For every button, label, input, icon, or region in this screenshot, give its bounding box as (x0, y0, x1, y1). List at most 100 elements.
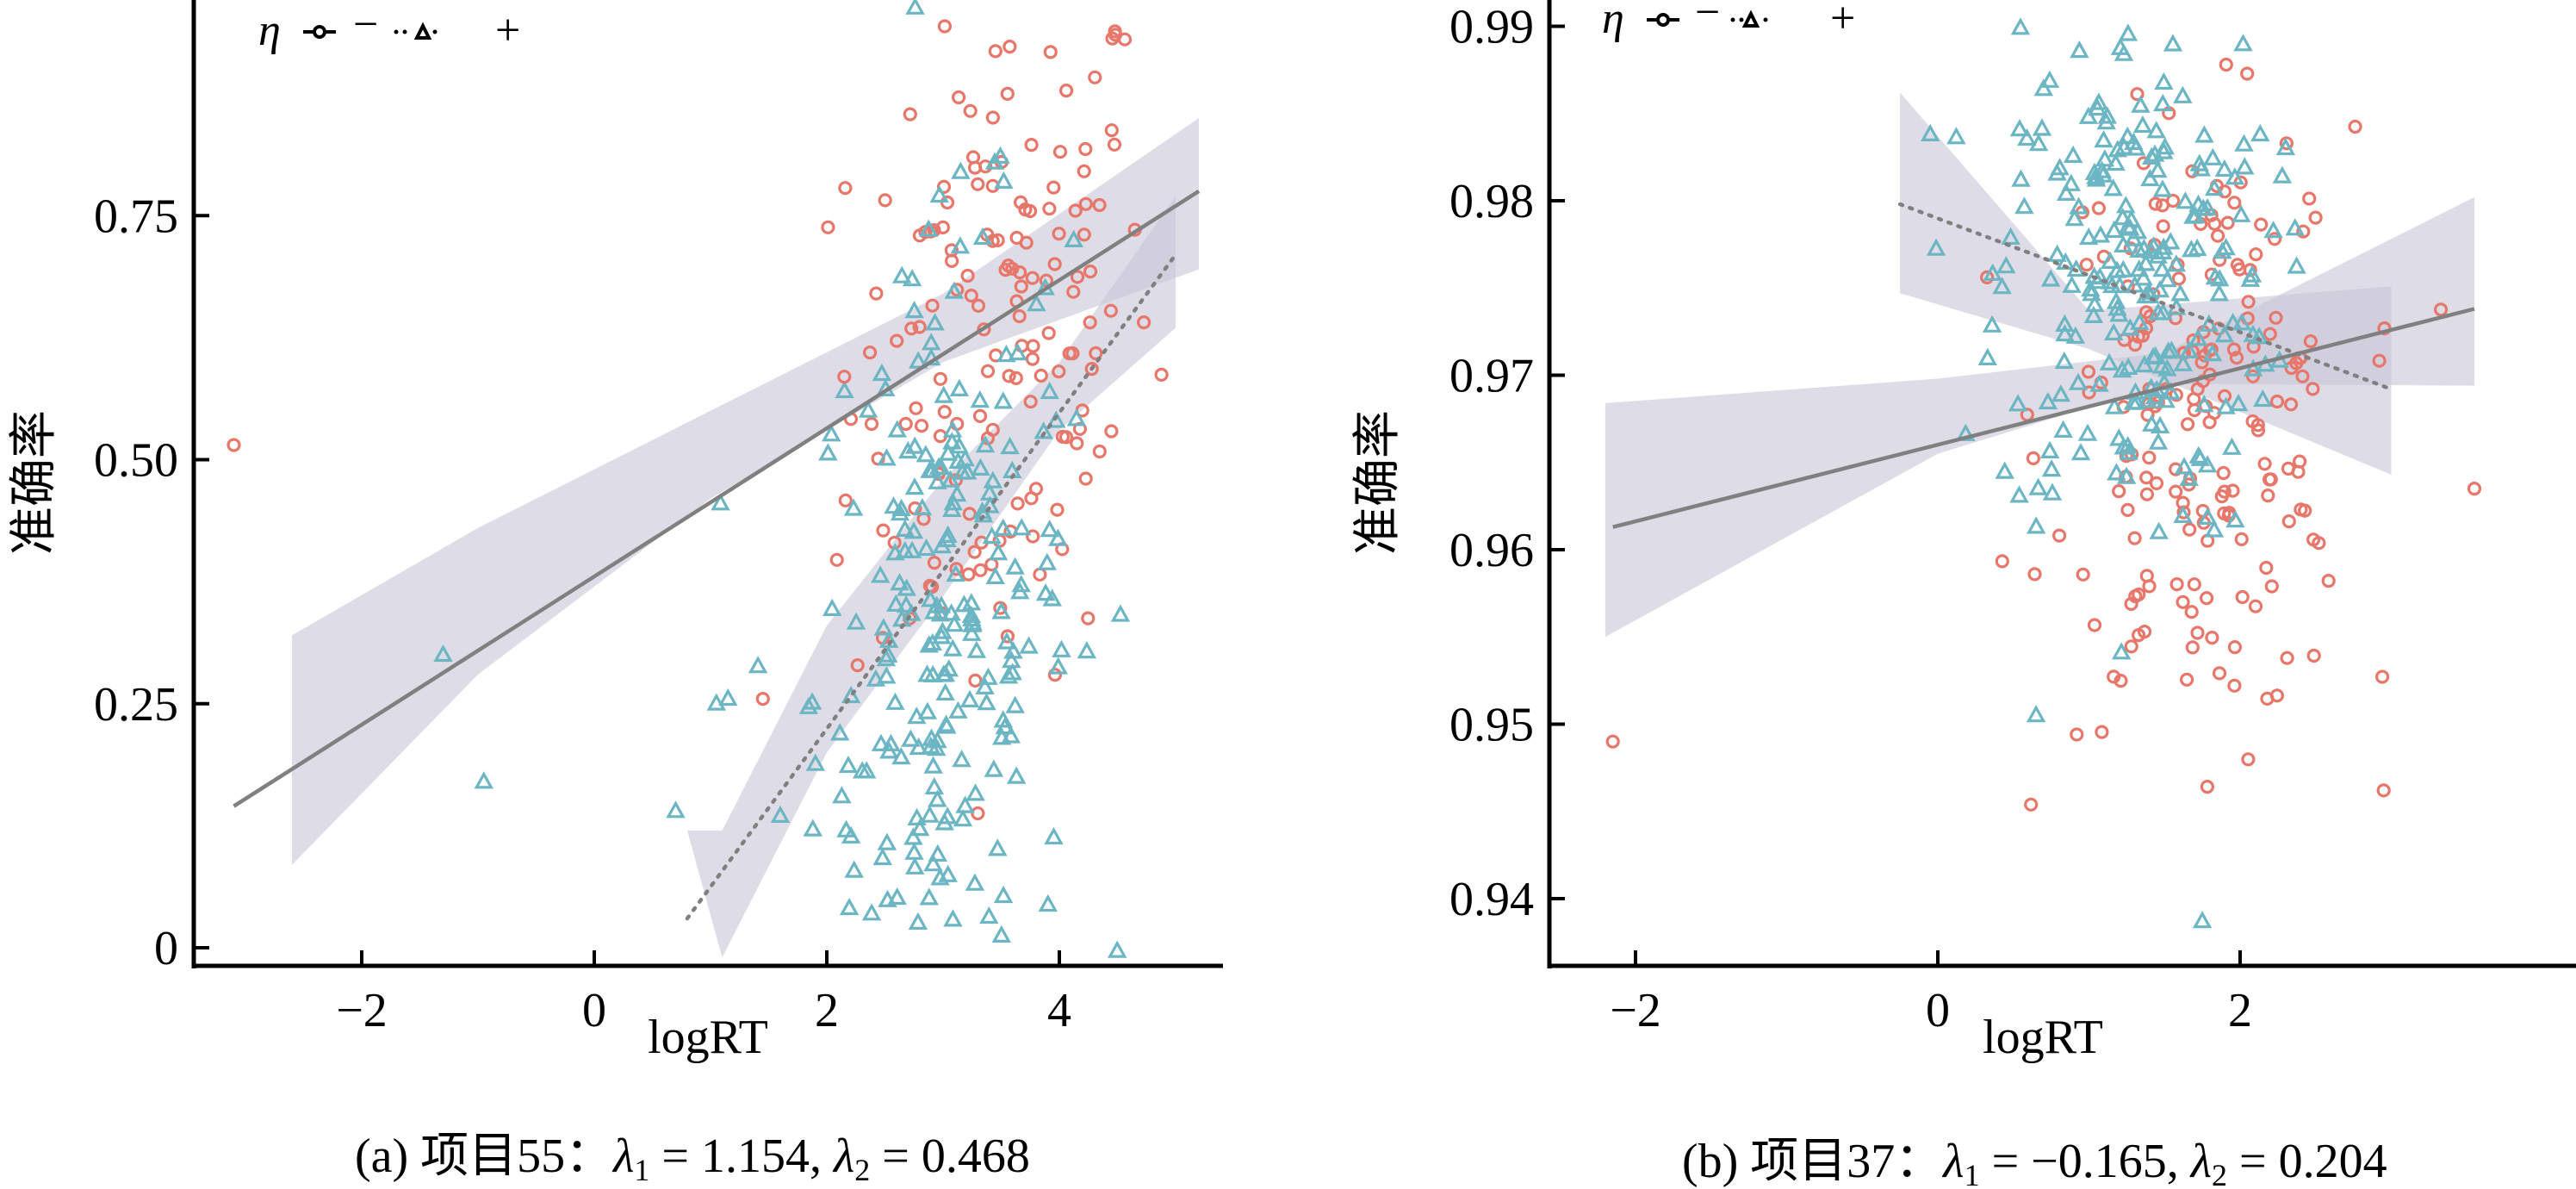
x-tick-label: 0 (582, 984, 606, 1037)
data-point-triangle (2148, 246, 2168, 264)
data-point-circle (2139, 470, 2154, 485)
data-point-triangle (2038, 391, 2058, 410)
data-point-circle (1000, 86, 1015, 102)
data-point-circle (2306, 532, 2321, 547)
data-point-triangle (846, 612, 866, 630)
data-point-triangle (993, 518, 1013, 536)
data-point-circle (1014, 279, 1028, 294)
data-point-triangle (2209, 283, 2230, 302)
data-point-circle (2248, 599, 2263, 613)
data-point-circle (1025, 352, 1040, 366)
data-point-triangle (2157, 358, 2177, 377)
data-point-triangle (982, 526, 1002, 545)
data-point-triangle (2103, 322, 2124, 341)
legend: η − + (258, 0, 520, 55)
data-point-circle (1052, 227, 1066, 241)
data-point-circle (2142, 579, 2157, 594)
data-point-triangle (944, 281, 965, 299)
data-point-triangle (1000, 436, 1020, 455)
data-point-triangle (718, 688, 738, 707)
data-point-triangle (954, 594, 974, 613)
data-point-triangle (1005, 695, 1025, 713)
data-point-circle (2148, 196, 2163, 211)
data-point-triangle (877, 832, 897, 850)
data-point-triangle (2104, 396, 2125, 414)
data-point-triangle (433, 644, 453, 663)
data-point-circle (2216, 465, 2231, 481)
data-point-triangle (2152, 259, 2172, 277)
data-point-circle (1070, 436, 1084, 451)
data-point-circle (2166, 193, 2181, 209)
data-point-triangle (943, 493, 963, 511)
data-point-circle (755, 691, 770, 707)
data-point-triangle (916, 445, 936, 463)
data-point-circle (1077, 227, 1091, 242)
data-point-circle (2176, 505, 2191, 520)
data-point-triangle (822, 598, 842, 616)
data-point-circle (1028, 482, 1044, 496)
data-point-triangle (871, 733, 891, 751)
data-point-triangle (1977, 347, 1998, 365)
data-point-circle (2217, 506, 2231, 521)
panel-a: −2 0 2 400.250.500.75 logRT 准确率 η − + (a) 项… (8, 0, 1223, 1187)
x-tick-label: 2 (2228, 984, 2252, 1037)
data-point-circle (1092, 197, 1107, 213)
fit-line-plus (1897, 202, 2393, 391)
data-point-triangle (1983, 263, 2002, 281)
data-point-triangle (975, 676, 995, 694)
y-tick-label: 0.97 (1449, 350, 1534, 403)
data-point-triangle (2216, 396, 2236, 414)
data-point-triangle (2114, 137, 2134, 155)
data-point-triangle (918, 219, 939, 237)
data-point-triangle (959, 689, 980, 707)
data-point-triangle (1006, 766, 1027, 784)
data-point-triangle (2182, 240, 2201, 258)
data-point-triangle (2191, 159, 2212, 177)
data-point-circle (2082, 385, 2096, 400)
data-point-circle (2372, 353, 2387, 368)
data-point-triangle (2157, 270, 2177, 288)
data-point-circle (960, 268, 975, 283)
data-point-circle (1009, 370, 1023, 385)
data-point-triangle (2089, 374, 2109, 392)
data-point-circle (1050, 502, 1065, 517)
data-point-triangle (884, 496, 903, 514)
x-tick-label: −2 (336, 984, 388, 1037)
data-point-circle (898, 416, 913, 432)
data-point-triangle (1034, 421, 1053, 439)
data-point-circle (227, 438, 241, 452)
data-point-circle (2112, 483, 2126, 499)
data-point-circle (1002, 369, 1016, 383)
data-point-triangle (2088, 98, 2107, 116)
data-point-circle (838, 181, 853, 196)
data-point-triangle (2099, 352, 2120, 370)
data-point-triangle (2155, 137, 2175, 155)
data-point-circle (2180, 672, 2194, 687)
data-point-circle (1012, 265, 1027, 280)
data-point-triangle (2009, 119, 2030, 137)
data-point-triangle (941, 603, 961, 621)
data-point-triangle (2173, 505, 2193, 523)
data-point-circle (2263, 327, 2277, 341)
data-point-triangle (991, 924, 1012, 943)
data-point-triangle (904, 842, 924, 860)
data-point-circle (2202, 414, 2217, 430)
lambda2-value: = 0.468 (870, 1130, 1030, 1183)
data-point-triangle (953, 809, 973, 827)
data-point-triangle (936, 714, 956, 732)
data-point-triangle (2078, 227, 2099, 246)
data-point-triangle (2008, 394, 2028, 412)
data-point-circle (2139, 487, 2154, 501)
data-point-circle (964, 289, 978, 303)
data-point-triangle (2133, 268, 2153, 286)
data-point-triangle (2032, 118, 2052, 136)
data-point-triangle (1005, 557, 1025, 575)
data-point-circle (2227, 196, 2242, 210)
data-point-circle (2434, 302, 2449, 317)
data-point-circle (1078, 471, 1093, 486)
data-point-circle (903, 107, 917, 121)
data-point-circle (1070, 270, 1085, 284)
data-point-triangle (952, 750, 971, 768)
data-point-triangle (1926, 238, 1946, 256)
data-point-triangle (2214, 159, 2235, 177)
